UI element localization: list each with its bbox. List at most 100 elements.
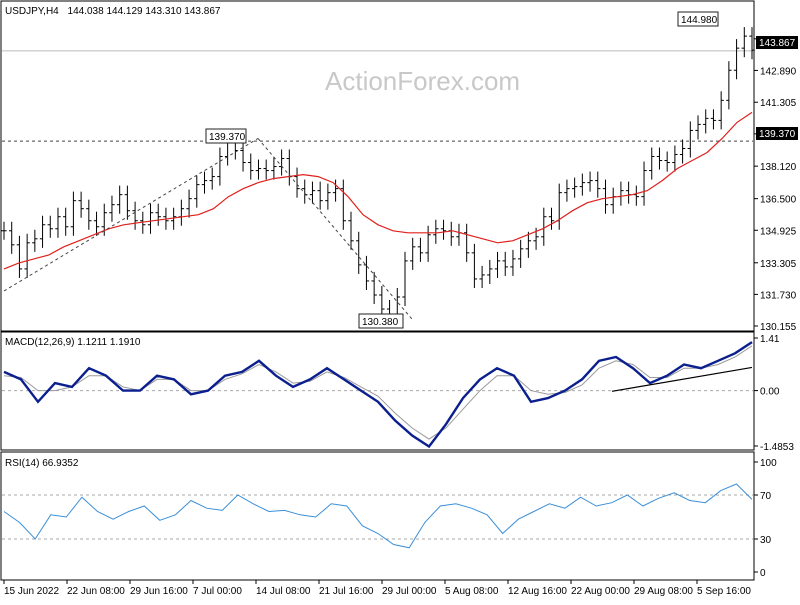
symbol-label: USDJPY,H4 [5,6,59,17]
price-bar [633,185,640,206]
price-bar [440,219,447,240]
macd-trendline [611,366,753,392]
price-bar [286,149,293,186]
price-bar [402,251,408,307]
price-bar [39,215,46,248]
price-bar [116,185,123,214]
price-bar [687,121,694,158]
y-tick-label: 130.155 [760,322,797,333]
price-bar [132,201,138,230]
price-bar [525,231,532,258]
annotation-mid-label: 139.370 [209,132,246,143]
y-tick-label: 1.41 [760,334,780,345]
y-tick-label: 70 [760,491,772,502]
price-bar [255,159,262,180]
price-bar [155,203,161,226]
x-tick-label: 22 Aug 00:00 [571,586,630,597]
x-tick-label: 7 Jul 00:00 [193,586,242,597]
price-bar [363,255,370,290]
price-bar [425,225,431,262]
price-bar [695,115,701,140]
price-bar [16,235,23,278]
price-bar [194,175,200,208]
x-tick-label: 21 Jul 16:00 [319,586,374,597]
price-bar [710,109,717,130]
price-bar [340,179,346,230]
level-price-label: 139.370 [759,129,796,140]
price-bar [541,207,547,246]
price-bar [24,233,30,278]
rising-dotted-line [3,138,259,292]
y-tick-label: 0 [760,568,766,579]
price-bar [494,251,501,278]
x-tick-label: 29 Aug 08:00 [634,586,693,597]
watermark: ActionForex.com [325,66,520,96]
price-bar [471,243,478,288]
x-tick-label: 15 Jun 2022 [4,586,59,597]
price-bar [672,145,678,172]
price-bar [178,199,185,226]
price-bar [718,91,724,130]
price-bar [263,159,269,180]
x-tick-label: 5 Sep 16:00 [697,586,751,597]
price-bar [502,251,508,276]
price-bar [618,181,624,206]
price-bar [70,191,77,236]
price-bar [248,153,254,180]
x-tick-label: 12 Aug 16:00 [508,586,567,597]
price-bar [1,221,7,240]
price-bar [417,237,424,262]
annotation-low: 130.380 [358,313,404,329]
price-bar [309,181,316,204]
price-bar [271,157,277,180]
price-bar [487,259,493,284]
price-bar [595,171,601,198]
price-bar [726,61,732,110]
macd-line [3,341,753,449]
price-bar [356,231,362,274]
price-bar [240,141,246,172]
y-tick-label: 30 [760,535,772,546]
ohlc-values: 144.038 144.129 143.310 143.867 [68,6,221,17]
macd-pane [0,331,755,451]
price-bar [140,211,146,234]
y-tick-label: 136.500 [760,195,797,206]
moving-average-line [3,111,753,270]
price-layer [1,27,755,329]
x-tick-label: 14 Jul 08:00 [256,586,311,597]
x-tick-label: 5 Aug 08:00 [445,586,499,597]
price-bar [641,161,647,206]
price-bar [625,181,632,204]
price-bar [201,171,208,194]
price-bar [610,187,616,214]
price-bar [656,147,663,170]
price-bar [479,265,485,288]
price-bar [664,151,670,172]
annotation-mid: 139.370 [205,128,247,144]
price-pane-title: USDJPY,H4 144.038 144.129 143.310 143.86… [5,6,221,17]
y-tick-label: 0.00 [760,387,780,398]
price-bar [147,203,154,234]
level-price-tag: 139.370 [756,127,798,140]
price-bar [325,183,331,210]
price-bar [510,249,516,276]
y-tick-label: 142.890 [760,66,797,77]
price-bar [410,237,416,270]
price-bar [332,179,339,202]
price-bar [379,285,385,319]
price-bar [564,179,570,202]
price-bar [433,219,439,244]
price-bar [62,207,69,236]
price-bar [579,173,586,196]
price-bar [733,39,740,80]
price-bar [703,109,709,134]
price-bar [602,179,609,214]
y-tick-label: 134.925 [760,226,797,237]
y-tick-label: 131.730 [760,290,797,301]
price-bar [47,215,53,238]
macd-layer [2,341,753,449]
y-tick-label: 100 [760,458,777,469]
rsi-pane [0,451,755,581]
y-tick-label: -1.4853 [760,442,794,453]
